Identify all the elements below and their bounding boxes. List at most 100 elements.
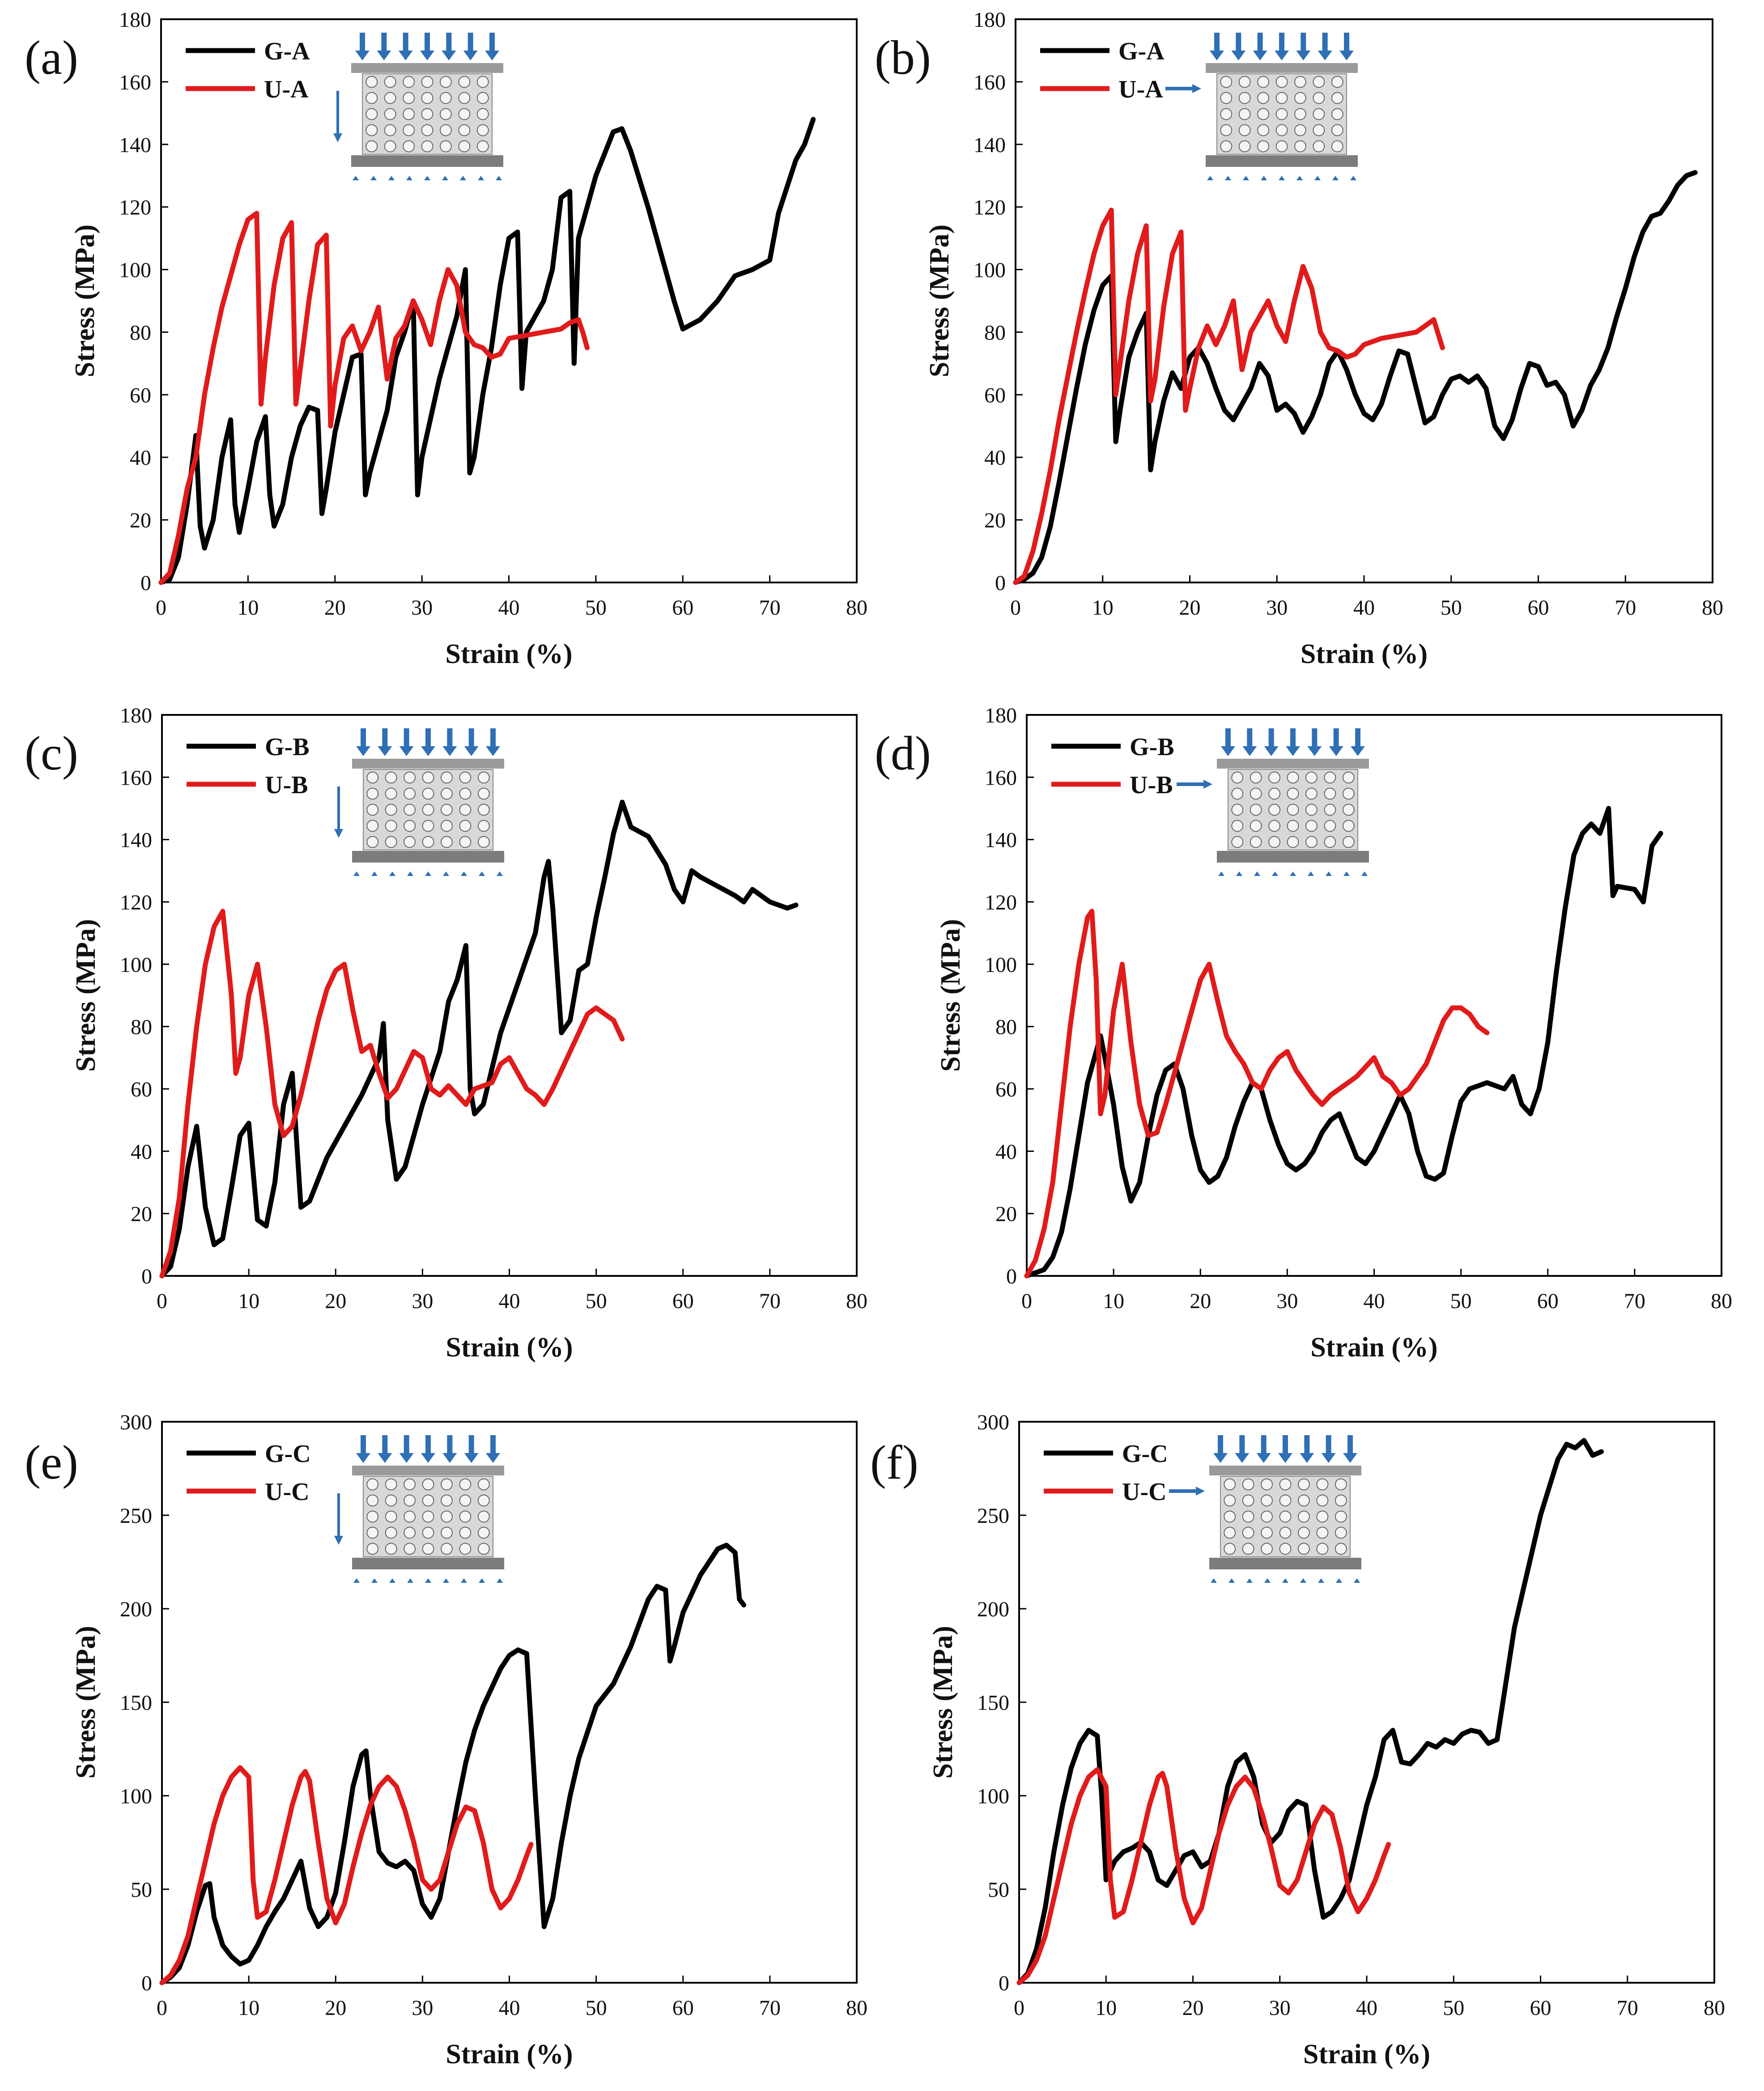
lattice-cell-icon	[366, 771, 379, 784]
chart-panel: 0 10 20 30 40 50 60 70 80 0 20 40 60 80 100 120 140 160 18…	[875, 8, 1723, 669]
x-tick-label: 20	[1182, 1996, 1204, 2020]
bottom-platen	[1217, 851, 1369, 863]
lattice-cell-icon	[1305, 803, 1318, 816]
lattice-cell-icon	[384, 140, 396, 153]
load-arrowhead-icon	[1321, 1453, 1336, 1463]
support-triangle-icon	[406, 176, 412, 180]
y-tick-label: 200	[120, 1598, 152, 1621]
direction-arrowhead-icon	[1203, 780, 1212, 789]
y-tick-label: 60	[130, 383, 151, 407]
lattice-cell-icon	[476, 124, 489, 136]
load-arrowhead-icon	[442, 51, 456, 60]
lattice-cell-icon	[384, 76, 396, 88]
bottom-platen	[1206, 155, 1358, 167]
lattice-cell-icon	[366, 1478, 379, 1491]
lattice-cell-icon	[1231, 787, 1244, 800]
lattice-cell-icon	[1294, 124, 1306, 136]
lattice-cell-icon	[1342, 820, 1355, 832]
x-tick-label: 60	[1537, 1289, 1559, 1313]
direction-arrowhead-icon	[334, 1536, 343, 1545]
lattice-cell-icon	[1238, 76, 1251, 88]
lattice-cell-icon	[1324, 787, 1336, 800]
lattice-cell-icon	[1316, 1478, 1329, 1491]
x-tick-label: 10	[1103, 1289, 1124, 1313]
x-tick-label: 0	[1014, 1996, 1024, 2020]
lattice-cell-icon	[477, 836, 490, 848]
lattice-cell-icon	[385, 1510, 397, 1523]
y-tick-label: 40	[984, 446, 1006, 470]
y-tick-label: 0	[140, 571, 151, 595]
lattice-cell-icon	[366, 124, 378, 136]
lattice-cell-icon	[1279, 1478, 1292, 1491]
support-triangle-icon	[371, 1578, 378, 1583]
y-tick-label: 20	[131, 1203, 152, 1226]
load-arrowhead-icon	[442, 746, 457, 756]
lattice-cell-icon	[1268, 771, 1281, 784]
load-arrowhead-icon	[420, 51, 434, 60]
lattice-cell-icon	[1261, 1526, 1273, 1539]
bottom-platen	[352, 1558, 504, 1569]
lattice-cell-icon	[1279, 1494, 1292, 1507]
direction-arrowhead-icon	[333, 133, 342, 142]
lattice-cell-icon	[421, 124, 434, 136]
y-tick-label: 100	[973, 259, 1006, 282]
lattice-cell-icon	[1268, 836, 1281, 848]
y-tick-label: 40	[995, 1140, 1017, 1164]
x-tick-label: 0	[157, 1996, 167, 2020]
lattice-cell-icon	[422, 1494, 434, 1507]
load-arrowhead-icon	[355, 51, 370, 60]
lattice-cell-icon	[1275, 108, 1288, 120]
lattice-cell-icon	[1261, 1478, 1273, 1491]
y-tick-label: 120	[973, 196, 1006, 220]
lattice-cell-icon	[1331, 140, 1343, 153]
series-line	[1013, 170, 1698, 585]
lattice-cell-icon	[404, 1478, 416, 1491]
lattice-cell-icon	[366, 787, 379, 800]
legend-label: G-C	[265, 1440, 311, 1468]
lattice-cell-icon	[422, 787, 434, 800]
support-triangle-icon	[1326, 871, 1332, 876]
panel-label: (b)	[875, 31, 931, 85]
load-arrowhead-icon	[464, 746, 479, 756]
support-triangle-icon	[389, 871, 395, 876]
y-tick-label: 0	[999, 1972, 1009, 1995]
support-triangle-icon	[353, 1578, 360, 1583]
load-arrowhead-icon	[1256, 1453, 1271, 1463]
lattice-cell-icon	[421, 92, 434, 104]
lattice-cell-icon	[1220, 92, 1233, 104]
lattice-cell-icon	[1250, 803, 1262, 816]
lattice-cell-icon	[366, 76, 378, 88]
lattice-cell-icon	[459, 1543, 472, 1555]
lattice-cell-icon	[441, 1510, 453, 1523]
lattice-cell-icon	[1257, 140, 1270, 153]
legend-label: G-A	[264, 38, 310, 65]
x-tick-label: 30	[412, 1289, 433, 1313]
x-tick-label: 70	[759, 1289, 781, 1313]
y-tick-label: 160	[119, 71, 151, 94]
load-arrowhead-icon	[1329, 746, 1343, 756]
x-tick-label: 20	[325, 1996, 346, 2020]
lattice-cell-icon	[459, 1510, 472, 1523]
legend-label: U-C	[1122, 1478, 1167, 1506]
lattice-cell-icon	[1298, 1526, 1310, 1539]
x-tick-label: 50	[1450, 1289, 1472, 1313]
load-arrowhead-icon	[421, 1453, 435, 1463]
load-arrowhead-icon	[1300, 1453, 1314, 1463]
lattice-cell-icon	[1261, 1494, 1273, 1507]
lattice-cell-icon	[404, 787, 416, 800]
lattice-cell-icon	[1324, 820, 1336, 832]
x-tick-label: 20	[1190, 1289, 1211, 1313]
lattice-cell-icon	[385, 1478, 397, 1491]
support-triangle-icon	[460, 176, 466, 180]
y-tick-label: 20	[130, 509, 151, 532]
support-triangle-icon	[424, 176, 430, 180]
x-tick-label: 20	[324, 596, 346, 620]
support-triangle-icon	[371, 871, 378, 876]
lattice-cell-icon	[477, 803, 490, 816]
x-tick-label: 50	[1441, 596, 1462, 620]
y-tick-label: 180	[973, 8, 1006, 32]
lattice-cell-icon	[458, 108, 471, 120]
series-line	[1024, 909, 1490, 1279]
lattice-cell-icon	[385, 1543, 397, 1555]
lattice-cell-icon	[476, 140, 489, 153]
